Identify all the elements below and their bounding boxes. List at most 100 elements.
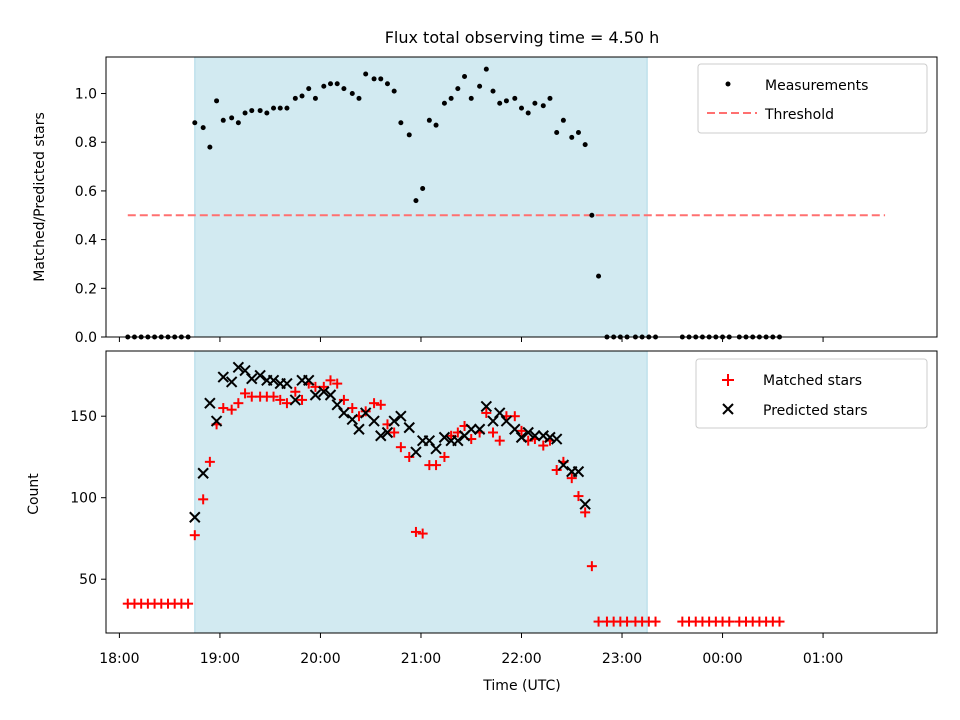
- measurement-point: [468, 95, 474, 101]
- top-y-tick-label: 0.4: [75, 233, 97, 249]
- bottom-y-axis: 50 100 150: [70, 409, 106, 588]
- measurement-point: [200, 125, 206, 131]
- matched-star-point: [431, 460, 442, 471]
- bottom-y-label: Count: [26, 473, 42, 515]
- matched-star-point: [410, 526, 421, 537]
- predicted-star-point: [515, 431, 528, 444]
- predicted-star-point: [324, 389, 337, 401]
- measurement-point: [292, 95, 298, 101]
- predicted-star-point: [246, 373, 258, 385]
- top-y-tick-label: 0.0: [75, 330, 97, 346]
- top-legend: Measurements Threshold: [697, 63, 928, 134]
- matched-star-point: [724, 616, 735, 627]
- top-y-tick-label: 0.8: [75, 135, 97, 151]
- matched-star-point: [233, 398, 244, 409]
- top-y-label: Matched/Predicted stars: [32, 112, 48, 282]
- bottom-y-tick-label: 100: [70, 491, 97, 507]
- measurement-point: [371, 76, 377, 82]
- predicted-star-point: [579, 498, 591, 510]
- predicted-star-point: [438, 431, 451, 444]
- measurement-point: [328, 81, 334, 87]
- top-y-tick-label: 0.6: [75, 184, 97, 200]
- measurement-point: [312, 95, 318, 101]
- measurement-point: [284, 105, 290, 111]
- matched-star-point: [369, 398, 380, 409]
- matched-star-point: [417, 528, 428, 539]
- bottom-legend: Matched stars Predicted stars: [695, 358, 928, 429]
- predicted-star-point: [289, 394, 302, 406]
- predicted-star-point: [204, 397, 216, 409]
- bottom-panel: 50 100 150 18:00 19:00 20:00 21:00 22:00 23:00 0…: [26, 350, 938, 694]
- predicted-star-point: [189, 511, 201, 523]
- matched-star-point: [375, 399, 386, 410]
- measurement-point: [406, 132, 412, 138]
- matched-star-point: [240, 388, 251, 399]
- matched-star-point: [338, 394, 349, 405]
- measurement-point: [349, 91, 355, 97]
- measurement-point: [420, 185, 426, 191]
- matched-star-point: [189, 530, 200, 541]
- measurement-point: [220, 117, 226, 123]
- predicted-star-point: [395, 410, 407, 422]
- measurement-point: [299, 93, 305, 99]
- matched-star-point: [318, 381, 329, 392]
- predicted-star-point: [338, 407, 350, 419]
- matched-star-point: [573, 491, 584, 502]
- x-tick-label: 01:00: [803, 651, 843, 667]
- matched-star-point: [226, 404, 237, 415]
- predicted-star-point: [522, 426, 534, 439]
- predicted-star-point: [473, 423, 486, 435]
- legend-predicted-marker: [722, 403, 734, 415]
- predicted-star-point: [318, 386, 330, 398]
- legend-matched-label: Matched stars: [763, 373, 862, 389]
- x-tick-label: 19:00: [200, 651, 240, 667]
- x-tick-label: 20:00: [300, 651, 340, 667]
- matched-star-point: [774, 616, 785, 627]
- measurement-point: [271, 105, 277, 111]
- measurement-point: [477, 83, 483, 89]
- predicted-star-point: [537, 430, 549, 442]
- matched-star-point: [481, 407, 492, 418]
- predicted-star-point: [353, 423, 365, 435]
- matched-star-point: [275, 394, 286, 405]
- bottom-observing-window: [194, 350, 648, 634]
- matched-star-point: [395, 442, 406, 453]
- predicted-star-point: [225, 376, 238, 388]
- measurement-point: [582, 142, 588, 148]
- predicted-star-point: [303, 374, 315, 387]
- measurement-point: [192, 120, 198, 126]
- predicted-star-point: [452, 434, 464, 447]
- bottom-y-tick-label: 50: [79, 572, 97, 588]
- x-tick-label: 00:00: [702, 651, 742, 667]
- measurement-point: [575, 129, 581, 135]
- matched-star-point: [325, 375, 336, 386]
- matched-star-point: [538, 440, 549, 451]
- measurement-point: [490, 88, 496, 94]
- matched-star-point: [332, 378, 343, 389]
- measurement-point: [483, 66, 489, 72]
- predicted-star-point: [403, 421, 415, 434]
- predicted-star-point: [239, 364, 251, 377]
- measurement-point: [519, 105, 524, 111]
- measurement-point: [455, 86, 461, 92]
- matched-star-point: [488, 427, 499, 438]
- predicted-star-point: [217, 371, 229, 383]
- legend-measurements-marker: [725, 81, 731, 87]
- matched-star-point: [404, 451, 415, 462]
- bottom-y-tick-label: 150: [70, 409, 97, 425]
- measurement-point: [363, 71, 369, 77]
- matched-star-point: [281, 398, 292, 409]
- top-y-tick-label: 1.0: [75, 87, 97, 103]
- measurement-point: [264, 110, 270, 116]
- legend-threshold-label: Threshold: [764, 107, 834, 123]
- predicted-star-point: [465, 423, 477, 435]
- matched-star-point: [593, 616, 604, 627]
- matched-star-point: [551, 464, 562, 475]
- measurement-point: [448, 95, 454, 101]
- predicted-star-point: [487, 415, 499, 427]
- matched-star-point: [246, 391, 257, 402]
- matched-star-point: [439, 451, 450, 462]
- x-tick-label: 21:00: [401, 651, 441, 667]
- top-legend-box: [697, 63, 928, 134]
- matched-star-point: [516, 425, 527, 436]
